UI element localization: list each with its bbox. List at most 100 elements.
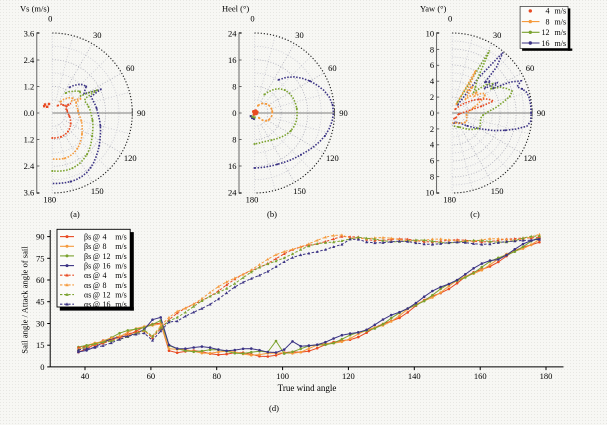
svg-text:0: 0 xyxy=(250,14,254,24)
svg-text:3.6: 3.6 xyxy=(24,28,35,38)
svg-text:4: 4 xyxy=(430,76,435,86)
svg-text:2.4: 2.4 xyxy=(24,55,35,65)
svg-text:βs: βs xyxy=(84,233,91,242)
svg-text:12: 12 xyxy=(542,28,550,37)
svg-text:8: 8 xyxy=(430,172,434,182)
svg-text:6: 6 xyxy=(430,156,434,166)
svg-text:1.2: 1.2 xyxy=(24,81,35,91)
svg-text:2: 2 xyxy=(430,92,434,102)
svg-text:24: 24 xyxy=(228,187,237,197)
svg-text:60: 60 xyxy=(526,63,535,73)
svg-text:m/s: m/s xyxy=(115,242,127,251)
svg-text:m/s: m/s xyxy=(115,300,127,309)
svg-text:βs: βs xyxy=(84,252,91,261)
svg-text:90: 90 xyxy=(339,108,348,118)
svg-text:βs: βs xyxy=(84,242,91,251)
svg-text:16: 16 xyxy=(542,39,550,48)
svg-text:90: 90 xyxy=(36,232,45,242)
svg-text:Sail angle / Attack angle of s: Sail angle / Attack angle of sail xyxy=(20,246,30,354)
svg-text:0: 0 xyxy=(232,108,236,118)
svg-text:160: 160 xyxy=(474,371,487,381)
svg-text:(a): (a) xyxy=(70,209,80,219)
svg-text:80: 80 xyxy=(212,371,221,381)
svg-text:m/s: m/s xyxy=(115,262,127,271)
svg-text:Vs (m/s): Vs (m/s) xyxy=(20,4,50,14)
svg-text:120: 120 xyxy=(342,371,355,381)
svg-text:αs: αs xyxy=(84,300,91,309)
svg-text:60: 60 xyxy=(328,63,337,73)
svg-text:@: @ xyxy=(93,252,100,261)
svg-text:m/s: m/s xyxy=(115,281,127,290)
svg-text:16: 16 xyxy=(228,161,237,171)
svg-text:0: 0 xyxy=(448,14,452,24)
svg-text:αs: αs xyxy=(84,281,91,290)
svg-text:120: 120 xyxy=(124,153,137,163)
svg-text:@: @ xyxy=(93,262,100,271)
svg-text:αs: αs xyxy=(84,271,91,280)
svg-text:@: @ xyxy=(93,242,100,251)
svg-text:8: 8 xyxy=(103,281,107,290)
svg-text:60: 60 xyxy=(147,371,156,381)
svg-text:60: 60 xyxy=(126,63,135,73)
svg-text:(b): (b) xyxy=(267,209,277,219)
svg-text:True wind angle: True wind angle xyxy=(278,383,337,393)
svg-text:8: 8 xyxy=(546,17,550,26)
svg-text:150: 150 xyxy=(491,186,504,196)
svg-text:90: 90 xyxy=(537,108,546,118)
svg-text:8: 8 xyxy=(103,242,107,251)
svg-text:4: 4 xyxy=(430,140,435,150)
svg-text:4: 4 xyxy=(103,233,107,242)
svg-text:αs: αs xyxy=(84,291,91,300)
svg-text:m/s: m/s xyxy=(115,252,127,261)
svg-text:m/s: m/s xyxy=(555,17,567,26)
svg-text:@: @ xyxy=(93,281,100,290)
svg-text:3.6: 3.6 xyxy=(24,187,35,197)
svg-text:45: 45 xyxy=(36,297,45,307)
svg-text:10: 10 xyxy=(426,187,435,197)
svg-text:30: 30 xyxy=(93,30,102,40)
svg-text:0: 0 xyxy=(48,14,52,24)
svg-text:m/s: m/s xyxy=(555,39,567,48)
svg-text:8: 8 xyxy=(232,81,236,91)
svg-text:16: 16 xyxy=(228,55,237,65)
svg-text:2.4: 2.4 xyxy=(24,161,35,171)
svg-text:180: 180 xyxy=(43,195,56,205)
svg-text:m/s: m/s xyxy=(555,28,567,37)
svg-text:60: 60 xyxy=(36,275,45,285)
svg-text:4: 4 xyxy=(546,7,550,16)
svg-text:0: 0 xyxy=(430,108,434,118)
svg-text:@: @ xyxy=(93,233,100,242)
svg-text:(c): (c) xyxy=(470,209,480,219)
svg-text:4: 4 xyxy=(103,271,107,280)
svg-text:120: 120 xyxy=(524,153,537,163)
svg-text:0.0: 0.0 xyxy=(24,108,35,118)
svg-text:150: 150 xyxy=(293,186,306,196)
svg-text:16: 16 xyxy=(103,300,111,309)
svg-text:180: 180 xyxy=(540,371,553,381)
svg-text:90: 90 xyxy=(137,108,146,118)
svg-text:@: @ xyxy=(93,271,100,280)
svg-text:m/s: m/s xyxy=(115,291,127,300)
svg-text:150: 150 xyxy=(91,186,104,196)
svg-text:100: 100 xyxy=(276,371,289,381)
svg-text:1.2: 1.2 xyxy=(24,134,35,144)
svg-text:180: 180 xyxy=(443,195,456,205)
svg-text:180: 180 xyxy=(246,195,259,205)
svg-text:Yaw (°): Yaw (°) xyxy=(420,4,447,14)
svg-text:@: @ xyxy=(93,300,100,309)
svg-text:Heel (°): Heel (°) xyxy=(222,4,249,14)
svg-text:16: 16 xyxy=(103,262,111,271)
svg-text:2: 2 xyxy=(430,124,434,134)
svg-text:12: 12 xyxy=(103,291,111,300)
svg-text:8: 8 xyxy=(430,44,434,54)
svg-text:30: 30 xyxy=(295,30,304,40)
svg-text:10: 10 xyxy=(426,28,435,38)
svg-text:8: 8 xyxy=(232,134,236,144)
svg-text:24: 24 xyxy=(228,28,237,38)
svg-text:m/s: m/s xyxy=(115,233,127,242)
svg-text:βs: βs xyxy=(84,262,91,271)
svg-text:12: 12 xyxy=(103,252,111,261)
svg-text:15: 15 xyxy=(36,340,45,350)
svg-text:75: 75 xyxy=(36,253,45,263)
svg-text:(d): (d) xyxy=(269,403,279,413)
